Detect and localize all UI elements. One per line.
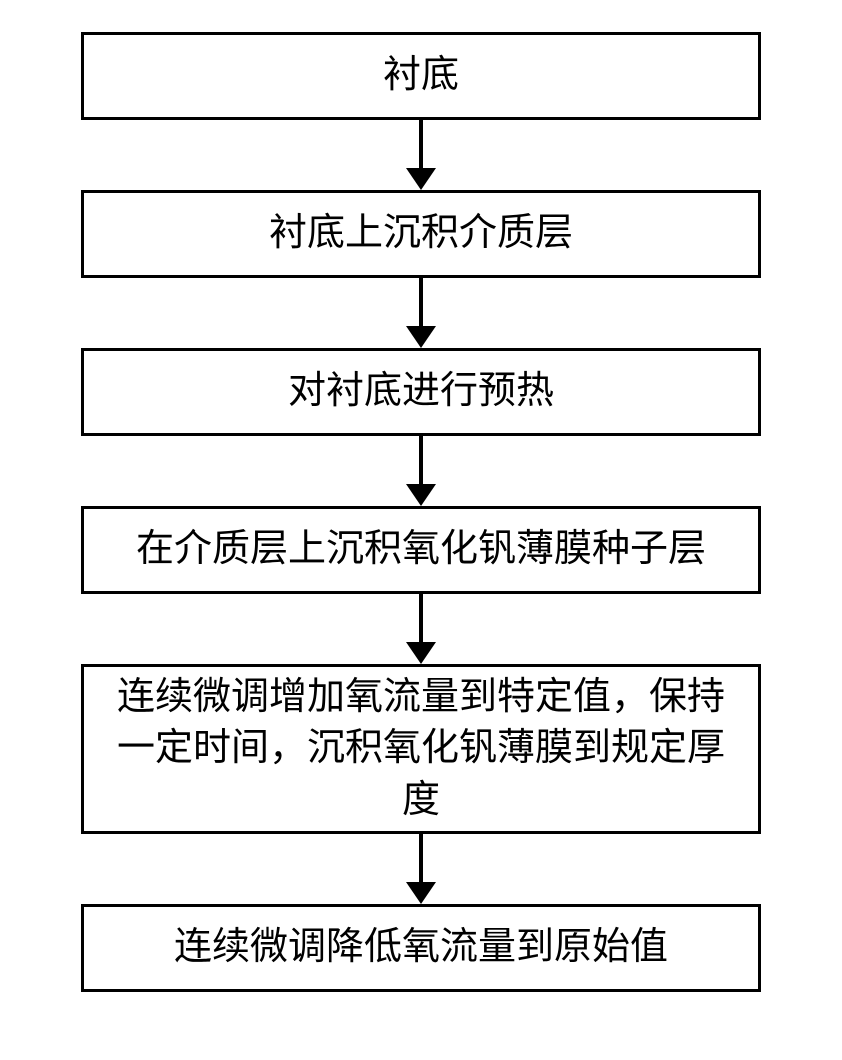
flow-step-3: 对衬底进行预热 <box>81 348 761 436</box>
arrow-2-3 <box>406 278 436 348</box>
arrow-head-icon <box>406 326 436 348</box>
arrow-head-icon <box>406 642 436 664</box>
flow-step-1: 衬底 <box>81 32 761 120</box>
arrow-1-2 <box>406 120 436 190</box>
arrow-head-icon <box>406 882 436 904</box>
flow-step-4-label: 在介质层上沉积氧化钒薄膜种子层 <box>136 524 706 575</box>
flow-step-6-label: 连续微调降低氧流量到原始值 <box>174 922 668 973</box>
arrow-head-icon <box>406 168 436 190</box>
arrow-shaft <box>419 436 423 484</box>
arrow-3-4 <box>406 436 436 506</box>
flow-step-5-label: 连续微调增加氧流量到特定值，保持一定时间，沉积氧化钒薄膜到规定厚度 <box>104 672 738 826</box>
flow-step-4: 在介质层上沉积氧化钒薄膜种子层 <box>81 506 761 594</box>
flow-step-5: 连续微调增加氧流量到特定值，保持一定时间，沉积氧化钒薄膜到规定厚度 <box>81 664 761 834</box>
arrow-shaft <box>419 278 423 326</box>
flow-step-6: 连续微调降低氧流量到原始值 <box>81 904 761 992</box>
arrow-shaft <box>419 834 423 882</box>
arrow-4-5 <box>406 594 436 664</box>
arrow-shaft <box>419 120 423 168</box>
arrow-shaft <box>419 594 423 642</box>
flow-step-2-label: 衬底上沉积介质层 <box>269 208 573 259</box>
arrow-head-icon <box>406 484 436 506</box>
arrow-5-6 <box>406 834 436 904</box>
flow-step-1-label: 衬底 <box>383 50 459 101</box>
flow-step-3-label: 对衬底进行预热 <box>288 366 554 417</box>
flow-step-2: 衬底上沉积介质层 <box>81 190 761 278</box>
flowchart-container: 衬底 衬底上沉积介质层 对衬底进行预热 在介质层上沉积氧化钒薄膜种子层 连续微调… <box>81 32 761 992</box>
